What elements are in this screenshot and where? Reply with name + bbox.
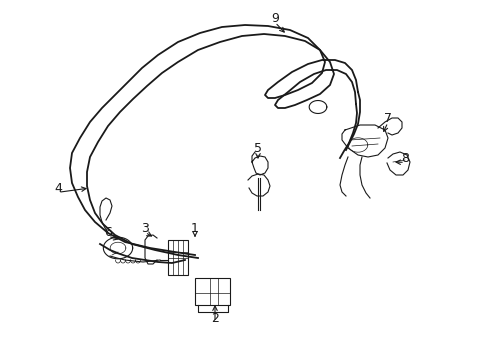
Text: 2: 2: [211, 311, 219, 324]
Text: 5: 5: [253, 141, 262, 154]
Text: 3: 3: [141, 221, 149, 234]
Text: 6: 6: [104, 225, 112, 239]
Text: 4: 4: [54, 181, 62, 194]
Text: 9: 9: [270, 12, 278, 24]
Text: 1: 1: [191, 221, 199, 234]
Bar: [195, 278, 229, 305]
Bar: [168, 240, 187, 275]
Text: 7: 7: [383, 112, 391, 125]
Text: 8: 8: [400, 152, 408, 165]
